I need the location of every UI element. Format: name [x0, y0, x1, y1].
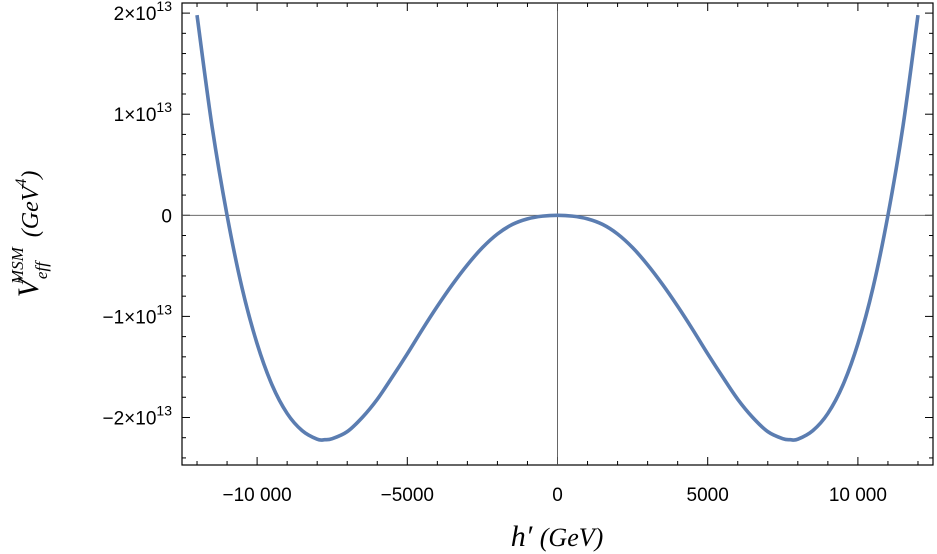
x-tick-labels: −10 000 −5000 0 5000 10 000	[222, 485, 886, 506]
x-tick-label: −5000	[381, 485, 434, 506]
x-axis-label-unit: (GeV)	[540, 523, 604, 552]
y-axis-label-unit: (GeV	[18, 184, 44, 237]
x-axis-label-main: h′	[511, 520, 533, 553]
y-axis-label-unit-close: )	[18, 171, 44, 181]
y-axis-label: Veff MSM (GeV4)	[8, 171, 51, 298]
x-axis-label: h′ (GeV)	[511, 520, 604, 553]
y-axis-label-main: V	[12, 275, 45, 297]
y-tick-label: 1×1013	[114, 99, 173, 126]
y-axis-label-sup: MSM	[8, 246, 27, 285]
y-axis-label-unit-sup: 4	[13, 179, 30, 187]
y-tick-label: −2×1013	[103, 402, 173, 429]
series-line	[195, 14, 920, 442]
ticks	[182, 3, 933, 465]
x-tick-label: 10 000	[829, 485, 887, 506]
y-tick-label: 2×1013	[114, 0, 173, 25]
x-tick-label: 0	[552, 485, 563, 506]
x-tick-label: 5000	[687, 485, 729, 506]
y-tick-labels: 2×1013 1×1013 0 −1×1013 −2×1013	[103, 0, 173, 429]
y-axis-label-sub: eff	[32, 260, 51, 279]
x-tick-label: −10 000	[222, 485, 291, 506]
y-tick-label: 0	[161, 206, 172, 227]
y-tick-label: −1×1013	[103, 301, 173, 328]
